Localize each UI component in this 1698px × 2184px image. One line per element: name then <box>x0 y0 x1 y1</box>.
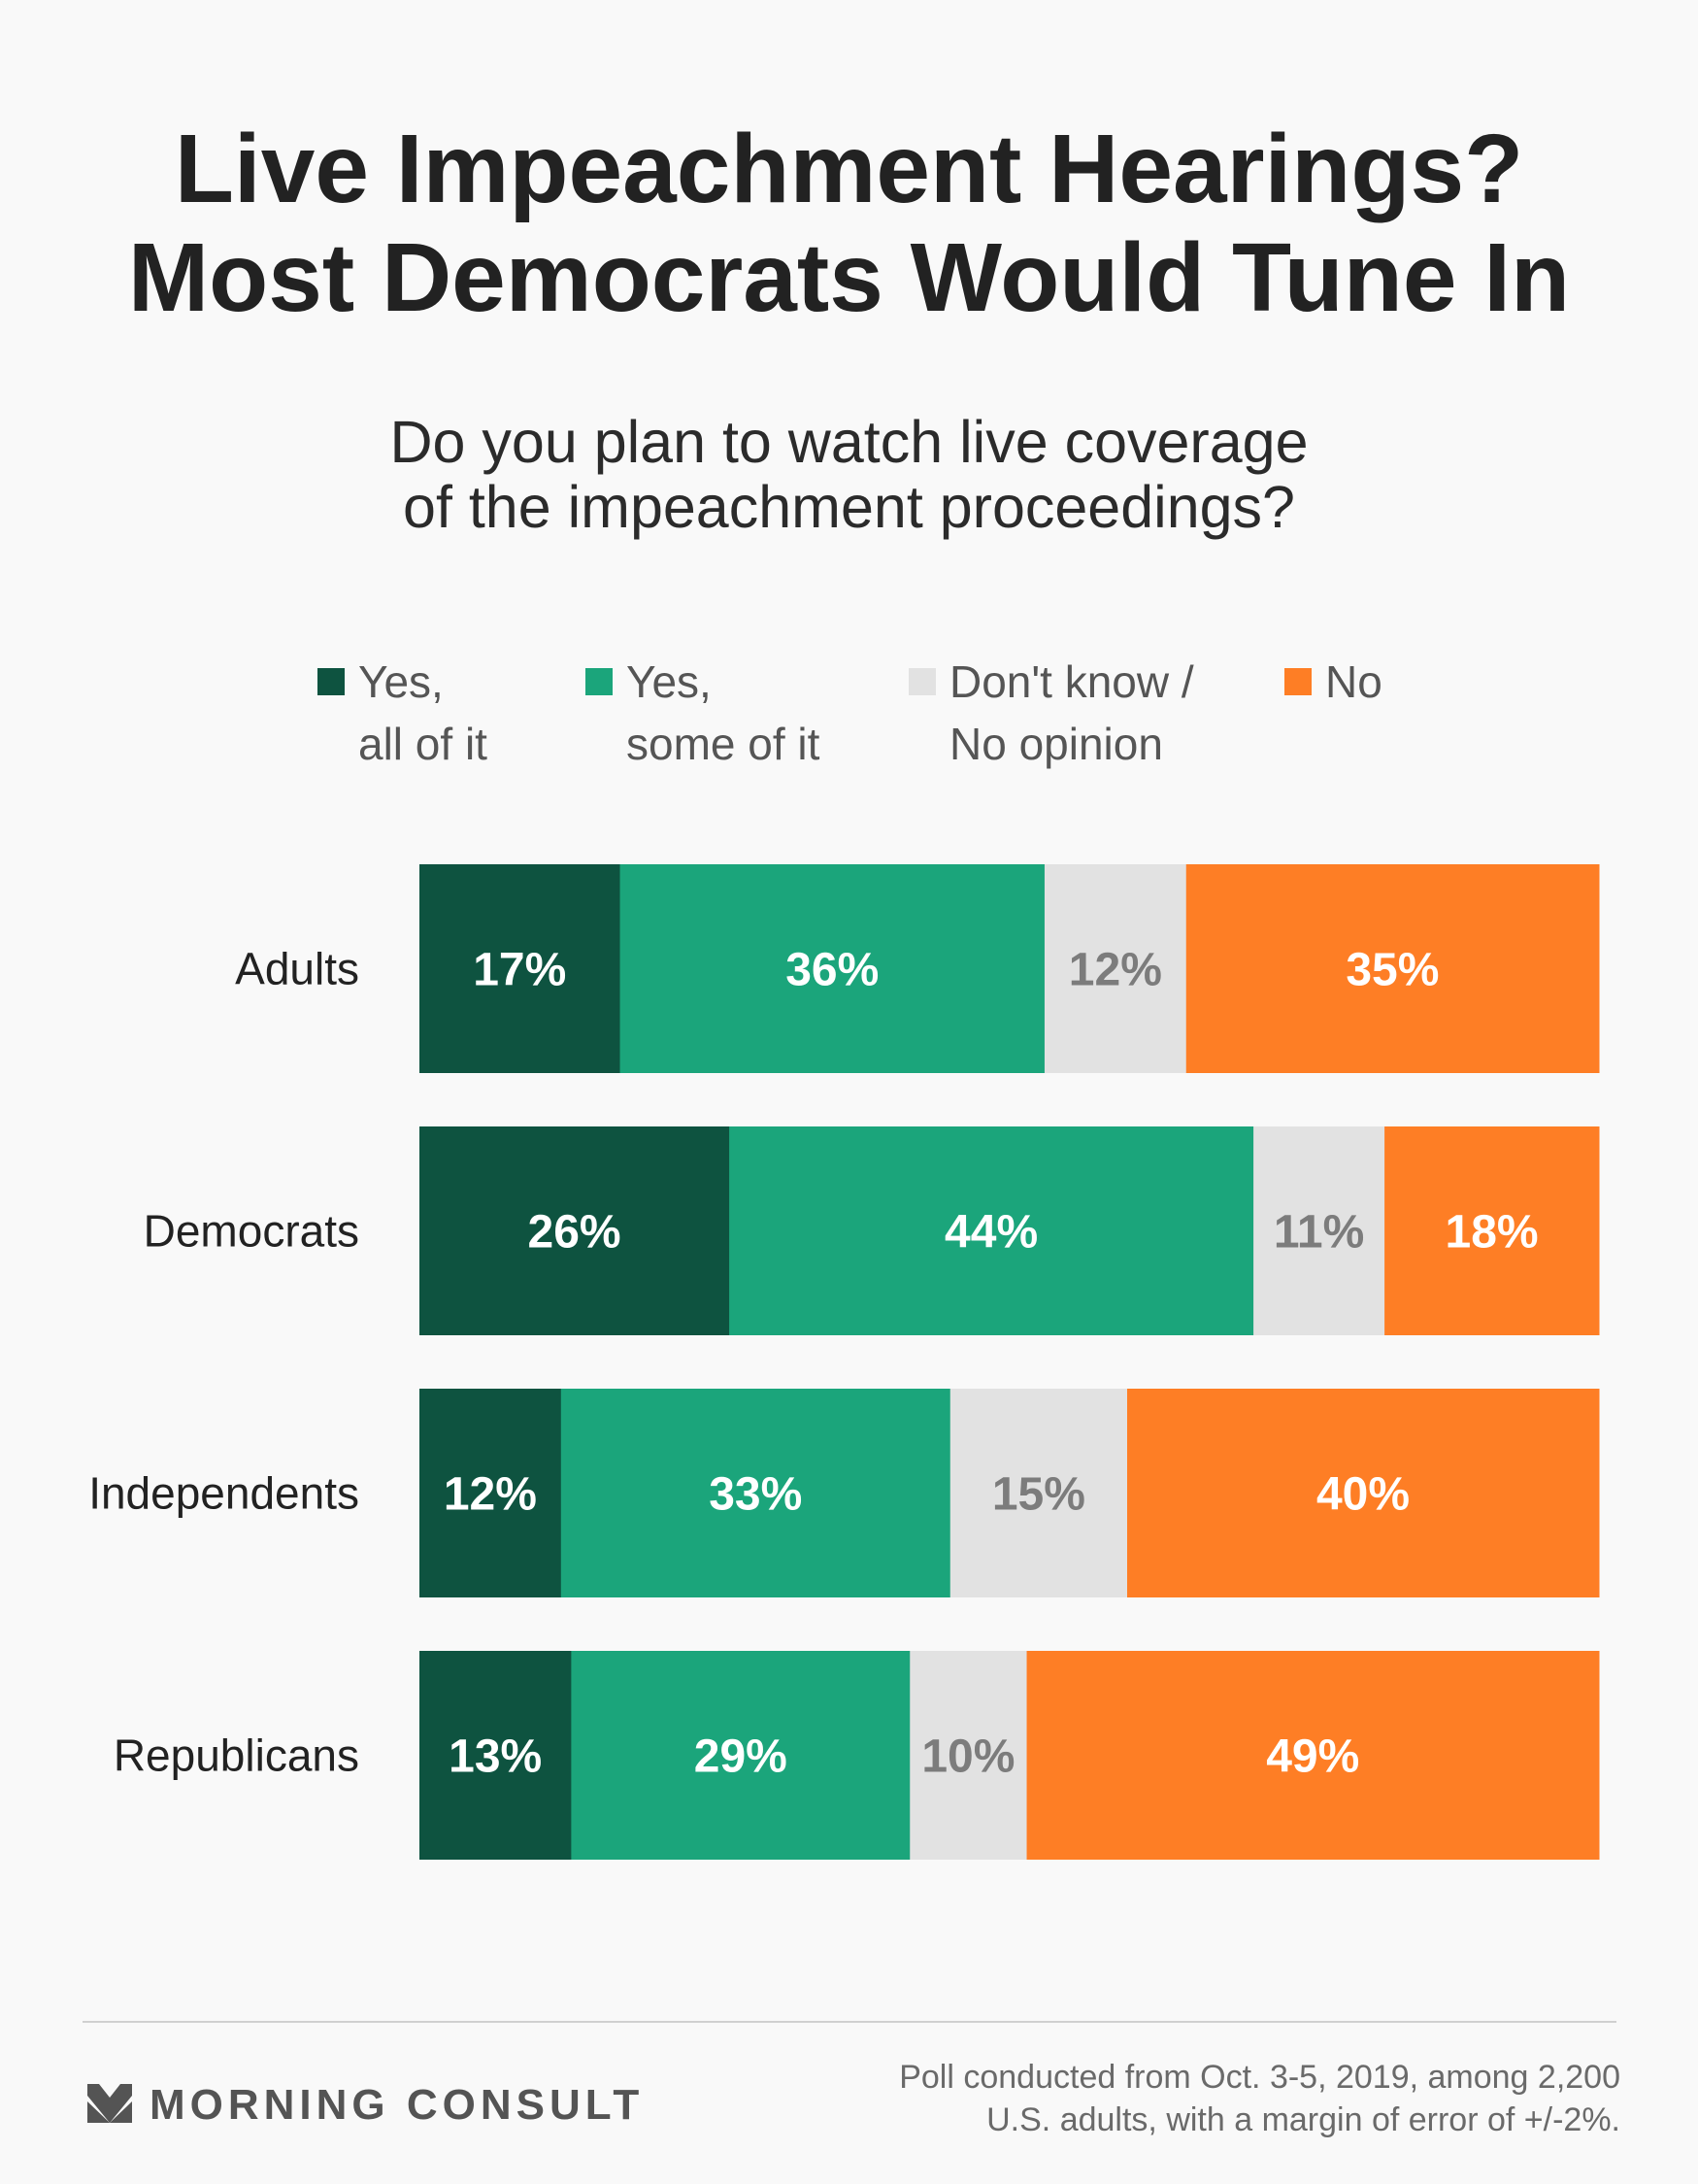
legend-label-dont-know-line2: No opinion <box>949 719 1163 769</box>
source-note: Poll conducted from Oct. 3-5, 2019, amon… <box>899 2056 1620 2141</box>
chart-title-line2: Most Democrats Would Tune In <box>127 223 1571 332</box>
bar-segment-republicans-1 <box>571 1651 911 1860</box>
category-label-republicans: Republicans <box>114 1730 359 1781</box>
chart-title-line1: Live Impeachment Hearings? <box>174 115 1524 223</box>
bar-segment-independents-3 <box>1127 1389 1600 1597</box>
data-label-democrats-0: 26% <box>528 1207 621 1259</box>
legend-label-dont-know-line1: Don't know / <box>949 656 1194 707</box>
legend-swatch-yes-some <box>585 668 613 695</box>
legend-label-yes-all-line1: Yes, <box>358 656 444 707</box>
data-label-adults-2: 12% <box>1069 945 1162 996</box>
legend-label-yes-some-line1: Yes, <box>626 656 712 707</box>
legend-label-yes-all-line2: all of it <box>358 719 487 769</box>
legend-label-dont-know: Don't know / No opinion <box>949 651 1194 775</box>
legend-label-yes-some: Yes, some of it <box>626 651 819 775</box>
category-label-independents: Independents <box>88 1468 359 1519</box>
bar-segment-adults-1 <box>619 864 1046 1073</box>
chart-title: Live Impeachment Hearings? Most Democrat… <box>0 115 1698 332</box>
category-label-adults: Adults <box>235 944 359 994</box>
bar-segment-adults-0 <box>419 864 621 1073</box>
chart-subtitle-line2: of the impeachment proceedings? <box>403 474 1295 540</box>
brand-name: MORNING CONSULT <box>150 2081 645 2129</box>
bar-segment-democrats-3 <box>1384 1126 1600 1335</box>
data-label-democrats-1: 44% <box>945 1207 1038 1259</box>
category-label-democrats: Democrats <box>144 1206 359 1257</box>
data-label-adults-1: 36% <box>785 945 879 996</box>
morning-consult-logo-icon <box>87 2084 132 2123</box>
bar-segment-republicans-3 <box>1026 1651 1600 1860</box>
data-label-independents-1: 33% <box>709 1469 802 1521</box>
legend-label-yes-all: Yes, all of it <box>358 651 487 775</box>
bar-segment-republicans-0 <box>419 1651 572 1860</box>
bar-segment-independents-1 <box>560 1389 951 1597</box>
bar-segment-adults-2 <box>1044 864 1187 1073</box>
bar-segment-independents-0 <box>419 1389 562 1597</box>
footer-divider <box>83 2021 1616 2023</box>
data-label-independents-0: 12% <box>444 1469 537 1521</box>
legend-label-no-line1: No <box>1325 656 1382 707</box>
stacked-bar-chart: Adults 17% 36% 12% 35% Democrats 26% 44% 11% 18% I… <box>88 864 1600 1860</box>
legend-label-no: No <box>1325 651 1382 713</box>
legend-label-yes-some-line2: some of it <box>626 719 820 769</box>
legend: Yes, all of it Yes, some of it Don't kno… <box>0 651 1698 787</box>
data-label-republicans-2: 10% <box>921 1731 1015 1783</box>
bar-segment-democrats-1 <box>729 1126 1254 1335</box>
legend-swatch-dont-know <box>909 668 936 695</box>
data-label-republicans-3: 49% <box>1266 1731 1359 1783</box>
data-label-independents-2: 15% <box>992 1469 1085 1521</box>
source-note-line2: U.S. adults, with a margin of error of +… <box>986 2101 1620 2138</box>
data-label-independents-3: 40% <box>1316 1469 1410 1521</box>
source-note-line1: Poll conducted from Oct. 3-5, 2019, amon… <box>899 2059 1620 2096</box>
chart-subtitle-line1: Do you plan to watch live coverage <box>389 409 1309 475</box>
bar-segment-democrats-0 <box>419 1126 730 1335</box>
data-label-democrats-2: 11% <box>1274 1207 1364 1259</box>
legend-swatch-yes-all <box>317 668 345 695</box>
chart-subtitle: Do you plan to watch live coverage of th… <box>0 410 1698 540</box>
data-label-adults-0: 17% <box>473 945 566 996</box>
bar-segment-democrats-2 <box>1253 1126 1385 1335</box>
legend-swatch-no <box>1284 668 1312 695</box>
data-label-democrats-3: 18% <box>1446 1207 1539 1259</box>
bar-segment-republicans-2 <box>910 1651 1028 1860</box>
bar-segment-independents-2 <box>949 1389 1128 1597</box>
data-label-republicans-0: 13% <box>449 1731 542 1783</box>
data-label-adults-3: 35% <box>1346 945 1439 996</box>
data-label-republicans-1: 29% <box>694 1731 787 1783</box>
bar-segment-adults-3 <box>1185 864 1600 1073</box>
